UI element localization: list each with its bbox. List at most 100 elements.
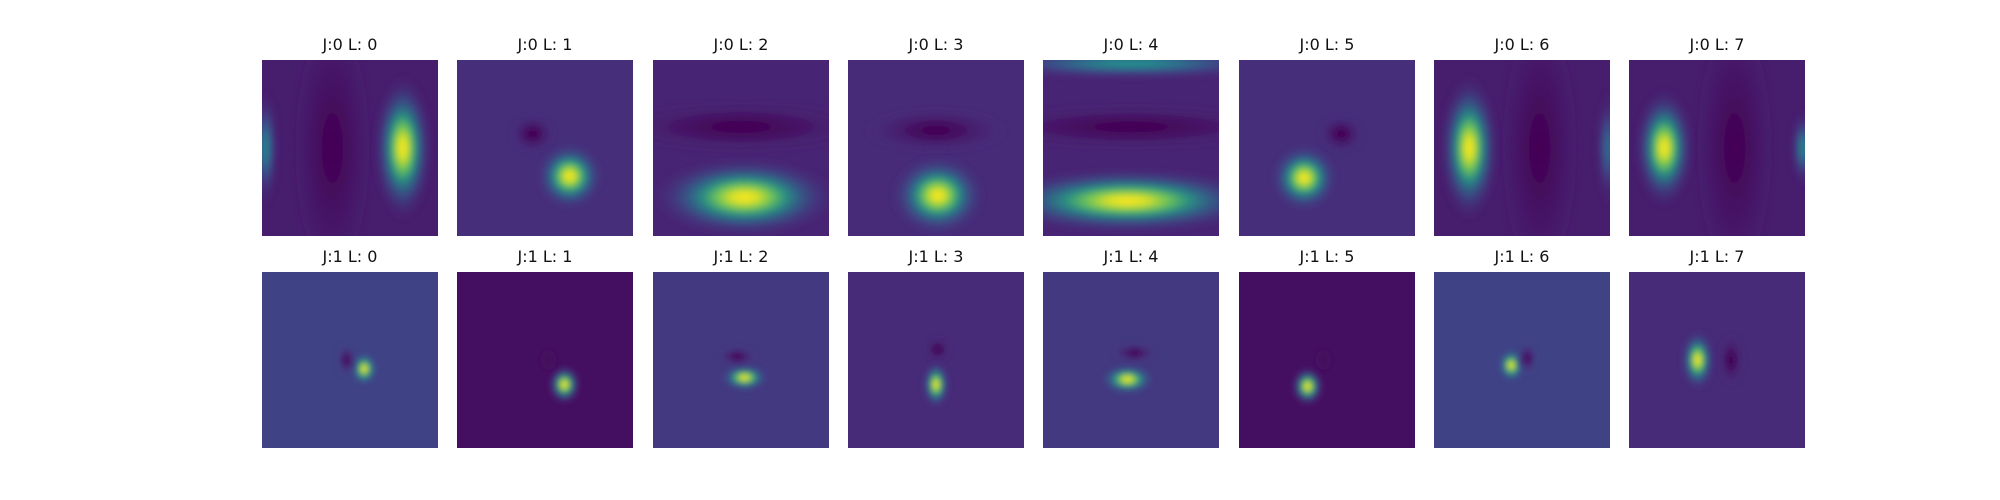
- heatmap-peak: [350, 352, 378, 386]
- heatmap-image: [1629, 60, 1805, 236]
- heatmap-trough: [862, 107, 1010, 154]
- heatmap-trough: [717, 346, 758, 367]
- heatmap-image: [1629, 272, 1805, 448]
- heatmap-trough: [924, 336, 952, 363]
- heatmap-trough: [1317, 113, 1365, 154]
- filter-panel: J:1 L: 2: [653, 247, 829, 448]
- panel-title: J:0 L: 0: [322, 35, 378, 54]
- heatmap-svg: [1434, 60, 1610, 236]
- filter-panel: J:0 L: 5: [1239, 35, 1415, 236]
- heatmap-image: [262, 272, 438, 448]
- filter-panel: J:1 L: 6: [1434, 247, 1610, 448]
- heatmap-trough: [1499, 60, 1580, 236]
- panel-title: J:0 L: 2: [713, 35, 769, 54]
- heatmap-image: [1239, 272, 1415, 448]
- heatmap-peak: [1100, 364, 1155, 395]
- heatmap-peak: [1043, 167, 1219, 235]
- heatmap-peak: [536, 142, 603, 210]
- heatmap-image: [848, 60, 1024, 236]
- heatmap-peak: [1043, 60, 1219, 81]
- heatmap-peak: [372, 74, 433, 222]
- panel-title: J:1 L: 5: [1299, 247, 1355, 266]
- panel-title: J:1 L: 0: [322, 247, 378, 266]
- heatmap-image: [653, 60, 829, 236]
- heatmap-svg: [457, 272, 633, 448]
- heatmap-trough: [653, 100, 829, 154]
- heatmap-svg: [848, 272, 1024, 448]
- filter-panel: J:1 L: 3: [848, 247, 1024, 448]
- filter-panel: J:0 L: 2: [653, 35, 829, 236]
- panel-title: J:0 L: 3: [908, 35, 964, 54]
- heatmap-svg: [848, 60, 1024, 236]
- heatmap-svg: [1629, 272, 1805, 448]
- heatmap-trough: [538, 346, 559, 374]
- heatmap-image: [848, 272, 1024, 448]
- heatmap-svg: [262, 60, 438, 236]
- heatmap-svg: [653, 272, 829, 448]
- heatmap-image: [457, 60, 633, 236]
- heatmap-image: [1434, 60, 1610, 236]
- heatmap-image: [1239, 60, 1415, 236]
- heatmap-image: [653, 272, 829, 448]
- heatmap-svg: [1239, 272, 1415, 448]
- heatmap-trough: [336, 343, 357, 377]
- heatmap-svg: [1043, 60, 1219, 236]
- filter-panel: J:0 L: 0: [262, 35, 438, 236]
- panel-title: J:0 L: 6: [1494, 35, 1550, 54]
- heatmap-trough: [1043, 103, 1219, 151]
- heatmap-peak: [1439, 74, 1500, 222]
- heatmap-svg: [1434, 272, 1610, 448]
- filter-panel: J:1 L: 4: [1043, 247, 1219, 448]
- heatmap-image: [1043, 272, 1219, 448]
- heatmap-trough: [1594, 87, 1610, 209]
- filter-panel: J:1 L: 1: [457, 247, 633, 448]
- heatmap-trough: [1694, 60, 1775, 236]
- heatmap-background: [1629, 272, 1805, 448]
- filter-panel: J:0 L: 6: [1434, 35, 1610, 236]
- panel-title: J:1 L: 3: [908, 247, 964, 266]
- panel-title: J:1 L: 4: [1103, 247, 1159, 266]
- heatmap-svg: [653, 60, 829, 236]
- heatmap-svg: [1239, 60, 1415, 236]
- filter-panel: J:0 L: 1: [457, 35, 633, 236]
- panel-title: J:0 L: 1: [517, 35, 573, 54]
- filter-panel: J:0 L: 7: [1629, 35, 1805, 236]
- panel-title: J:0 L: 5: [1299, 35, 1355, 54]
- heatmap-trough: [262, 87, 279, 209]
- panel-title: J:1 L: 1: [517, 247, 573, 266]
- heatmap-peak: [721, 364, 768, 391]
- heatmap-svg: [1043, 272, 1219, 448]
- heatmap-image: [262, 60, 438, 236]
- heatmap-svg: [457, 60, 633, 236]
- heatmap-peak: [1634, 87, 1695, 209]
- filter-panel: J:1 L: 0: [262, 247, 438, 448]
- panel-title: J:1 L: 2: [713, 247, 769, 266]
- heatmap-peak: [1290, 366, 1325, 407]
- panel-title: J:1 L: 7: [1689, 247, 1745, 266]
- heatmap-image: [1043, 60, 1219, 236]
- panel-title: J:0 L: 4: [1103, 35, 1159, 54]
- heatmap-svg: [262, 272, 438, 448]
- heatmap-peak: [1680, 329, 1715, 391]
- heatmap-trough: [509, 113, 557, 154]
- heatmap-peak: [653, 157, 829, 236]
- heatmap-trough: [292, 60, 373, 236]
- filter-panel: J:0 L: 4: [1043, 35, 1219, 236]
- filter-panel: J:1 L: 5: [1239, 247, 1415, 448]
- heatmap-trough: [1717, 333, 1745, 387]
- heatmap-image: [1434, 272, 1610, 448]
- heatmap-svg: [1629, 60, 1805, 236]
- heatmap-image: [457, 272, 633, 448]
- heatmap-trough: [1789, 107, 1805, 189]
- heatmap-trough: [1517, 341, 1538, 375]
- heatmap-peak: [547, 364, 582, 405]
- filter-panel: J:0 L: 3: [848, 35, 1024, 236]
- panel-title: J:0 L: 7: [1689, 35, 1745, 54]
- heatmap-peak: [891, 155, 985, 236]
- heatmap-peak: [1270, 144, 1338, 212]
- heatmap-trough: [1313, 346, 1334, 374]
- heatmap-peak: [922, 361, 950, 408]
- filter-panel: J:1 L: 7: [1629, 247, 1805, 448]
- heatmap-trough: [1111, 343, 1158, 363]
